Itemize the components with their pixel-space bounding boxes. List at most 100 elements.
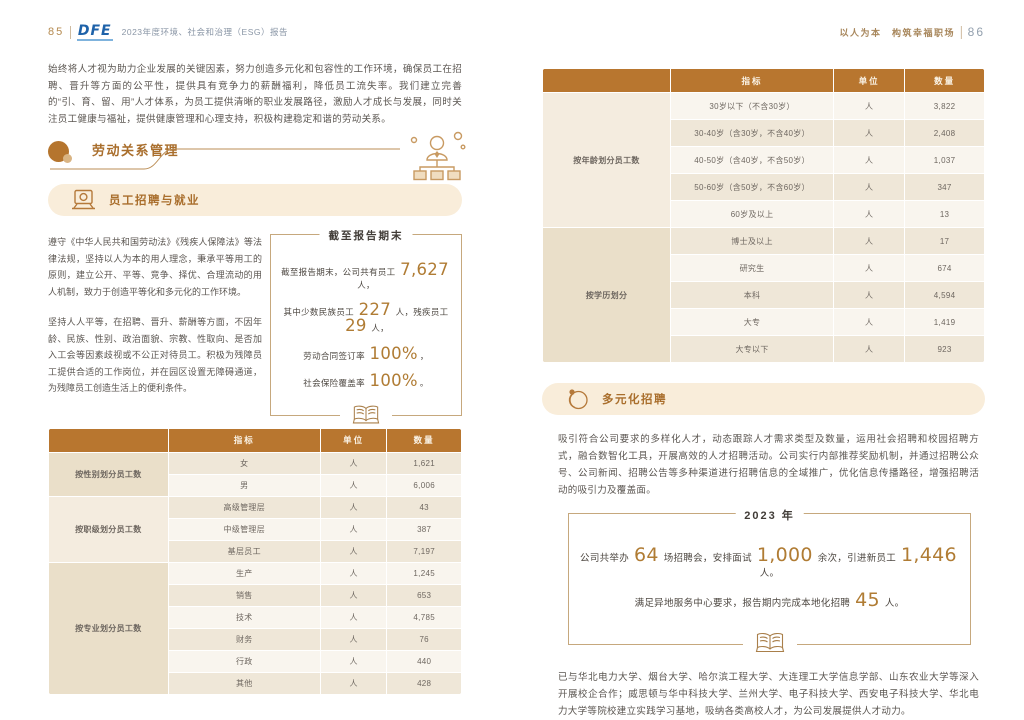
stat-text: 公司共举办 bbox=[580, 553, 632, 564]
stat-box-lines: 公司共举办 64 场招聘会，安排面试 1,000 余次，引进新员工 1,446 … bbox=[575, 546, 964, 610]
stat-text: 人。 bbox=[881, 598, 905, 609]
stat-line: 社会保险覆盖率 100%。 bbox=[275, 372, 457, 390]
table-row: 其他人 428 bbox=[49, 672, 461, 694]
stat-box-lines: 截至报告期末，公司共有员工 7,627 人， 其中少数民族员工 227 人，残疾员… bbox=[275, 260, 457, 390]
stat-text: 人。 bbox=[759, 568, 780, 579]
dfe-logo: DFE bbox=[76, 23, 113, 41]
table-row: 中级管理层人 387 bbox=[49, 518, 461, 540]
recruitment-paragraph-1: 遵守《中华人民共和国劳动法》《残疾人保障法》等法律法规，坚持以人为本的用人理念，… bbox=[48, 237, 262, 297]
recruitment-paragraph-2: 坚持人人平等，在招聘、晋升、薪酬等方面，不因年龄、民族、性别、政治面貌、宗教、性… bbox=[48, 317, 262, 393]
table-cell: 人 bbox=[834, 120, 905, 146]
stat-text: 劳动合同签订率 bbox=[303, 350, 368, 361]
table-cell: 1,419 bbox=[905, 309, 984, 335]
stat-text: 满足异地服务中心要求，报告期内完成本地化招聘 bbox=[634, 598, 854, 609]
table-cell: 6,006 bbox=[387, 474, 461, 496]
stat-box-period-end: 截至报告期末 截至报告期末，公司共有员工 7,627 人， 其中少数民族员工 22… bbox=[270, 228, 462, 426]
table-row: 按年龄划分员工数 30岁以下（不含30岁）人 3,822 bbox=[543, 93, 984, 227]
table-cell: 653 bbox=[387, 584, 461, 606]
table-cell: 2,408 bbox=[905, 120, 984, 146]
table-cell: 3,822 bbox=[905, 93, 984, 119]
table-cell: 人 bbox=[834, 336, 905, 362]
table-cell: 人 bbox=[834, 174, 905, 200]
table-cell: 生产 bbox=[168, 562, 320, 584]
stat-number: 7,627 bbox=[400, 260, 449, 279]
org-chart-icon bbox=[410, 131, 466, 181]
table-cell: 1,621 bbox=[387, 452, 461, 474]
table-cell: 人 bbox=[320, 540, 387, 562]
table-cell: 人 bbox=[320, 672, 387, 694]
table-cell: 4,594 bbox=[905, 282, 984, 308]
report-spread: 85 | DFE 2023年度环境、社会和治理（ESG）报告 始终将人才视为助力… bbox=[0, 0, 985, 717]
table-cell: 财务 bbox=[168, 628, 320, 650]
section-labor-relations: 劳动关系管理 bbox=[48, 131, 466, 184]
stat-text: 。 bbox=[419, 378, 429, 388]
table-cell: 人 bbox=[320, 452, 387, 474]
stat-text: 场招聘会，安排面试 bbox=[660, 553, 755, 564]
page-header-right: 以人为本 构筑幸福职场 | 86 bbox=[542, 24, 985, 40]
subsection-title: 多元化招聘 bbox=[602, 394, 667, 406]
page-number: 85 bbox=[48, 26, 65, 38]
stat-line: 截至报告期末，公司共有员工 7,627 人， bbox=[275, 260, 457, 291]
table-cell: 923 bbox=[905, 336, 984, 362]
chapter-title: 以人为本 构筑幸福职场 bbox=[839, 27, 956, 38]
table-row: 行政人 440 bbox=[49, 650, 461, 672]
table-cell: 本科 bbox=[671, 282, 834, 308]
section-title: 劳动关系管理 bbox=[92, 143, 180, 158]
table-row: 按性别划分员工数女人 1,621 bbox=[49, 452, 461, 496]
report-title: 2023年度环境、社会和治理（ESG）报告 bbox=[121, 27, 288, 37]
table-cell: 人 bbox=[320, 496, 387, 518]
employee-table-right: 指标 单位 数量 按年龄划分员工数 30岁以下（不含30岁）人 3,822 30-40岁（含… bbox=[542, 68, 985, 363]
column-header-empty bbox=[543, 69, 671, 92]
stat-box-2023: 2023 年 公司共举办 64 场招聘会，安排面试 1,000 余次，引进新员工… bbox=[568, 507, 971, 655]
table-cell: 76 bbox=[387, 628, 461, 650]
table-row: 大专人 1,419 bbox=[543, 309, 984, 335]
table-cell: 男 bbox=[168, 474, 320, 496]
table-cell: 博士及以上 bbox=[671, 228, 834, 254]
diversity-heads-icon bbox=[568, 388, 588, 409]
table-cell: 人 bbox=[834, 93, 905, 119]
table-row: 按专业划分员工数 生产人 1,245 bbox=[49, 562, 461, 694]
table-row: 财务人 76 bbox=[49, 628, 461, 650]
section-dot-icon bbox=[48, 141, 78, 167]
table-cell: 1,037 bbox=[905, 147, 984, 173]
table-cell: 7,197 bbox=[387, 540, 461, 562]
stat-number: 1,000 bbox=[756, 544, 813, 566]
table-row: 技术人 4,785 bbox=[49, 606, 461, 628]
table-cell: 30-40岁（含30岁，不含40岁） bbox=[671, 120, 834, 146]
table-cell: 人 bbox=[320, 628, 387, 650]
table-cell: 440 bbox=[387, 650, 461, 672]
employee-table: 指标 单位 数量 按性别划分员工数女人 1,621 男人 6,006 按职级划分员工数 高级管理… bbox=[48, 428, 462, 695]
employee-table-left: 指标 单位 数量 按性别划分员工数女人 1,621 男人 6,006 按职级划分员工数 高级管理… bbox=[48, 428, 462, 695]
table-row: 60岁及以上人 13 bbox=[543, 201, 984, 227]
table-cell: 大专 bbox=[671, 309, 834, 335]
stat-text: 余次，引进新员工 bbox=[814, 553, 900, 564]
page-85: 85 | DFE 2023年度环境、社会和治理（ESG）报告 始终将人才视为助力… bbox=[0, 0, 512, 695]
table-cell: 女 bbox=[168, 452, 320, 474]
table-row: 40-50岁（含40岁，不含50岁）人 1,037 bbox=[543, 147, 984, 173]
table-row: 按学历划分 博士及以上人 17 bbox=[543, 228, 984, 362]
table-cell: 347 bbox=[905, 174, 984, 200]
table-cell: 研究生 bbox=[671, 255, 834, 281]
table-row: 30-40岁（含30岁，不含40岁）人 2,408 bbox=[543, 120, 984, 146]
category-cell: 按年龄划分员工数 bbox=[543, 93, 671, 227]
table-row: 基层员工人 7,197 bbox=[49, 540, 461, 562]
table-cell: 387 bbox=[387, 518, 461, 540]
stat-text: ， bbox=[419, 350, 429, 361]
table-cell: 43 bbox=[387, 496, 461, 518]
stat-text: 人，残疾员工 bbox=[393, 306, 449, 317]
table-cell: 行政 bbox=[168, 650, 320, 672]
stat-text: 截至报告期末，公司共有员工 bbox=[281, 267, 399, 277]
stat-text: 社会保险覆盖率 bbox=[303, 378, 368, 388]
table-cell: 1,245 bbox=[387, 562, 461, 584]
table-cell: 人 bbox=[834, 282, 905, 308]
stat-text: 其中少数民族员工 bbox=[283, 306, 357, 317]
category-cell: 按性别划分员工数 bbox=[49, 452, 168, 496]
recruitment-text: 遵守《中华人民共和国劳动法》《残疾人保障法》等法律法规，坚持以人为本的用人理念，… bbox=[48, 234, 262, 416]
column-header: 单位 bbox=[834, 69, 905, 92]
table-cell: 高级管理层 bbox=[168, 496, 320, 518]
subsection-diversity-bar: 多元化招聘 bbox=[542, 383, 985, 415]
table-cell: 人 bbox=[834, 201, 905, 227]
table-cell: 其他 bbox=[168, 672, 320, 694]
stat-box-title: 截至报告期末 bbox=[319, 228, 413, 243]
table-cell: 60岁及以上 bbox=[671, 201, 834, 227]
